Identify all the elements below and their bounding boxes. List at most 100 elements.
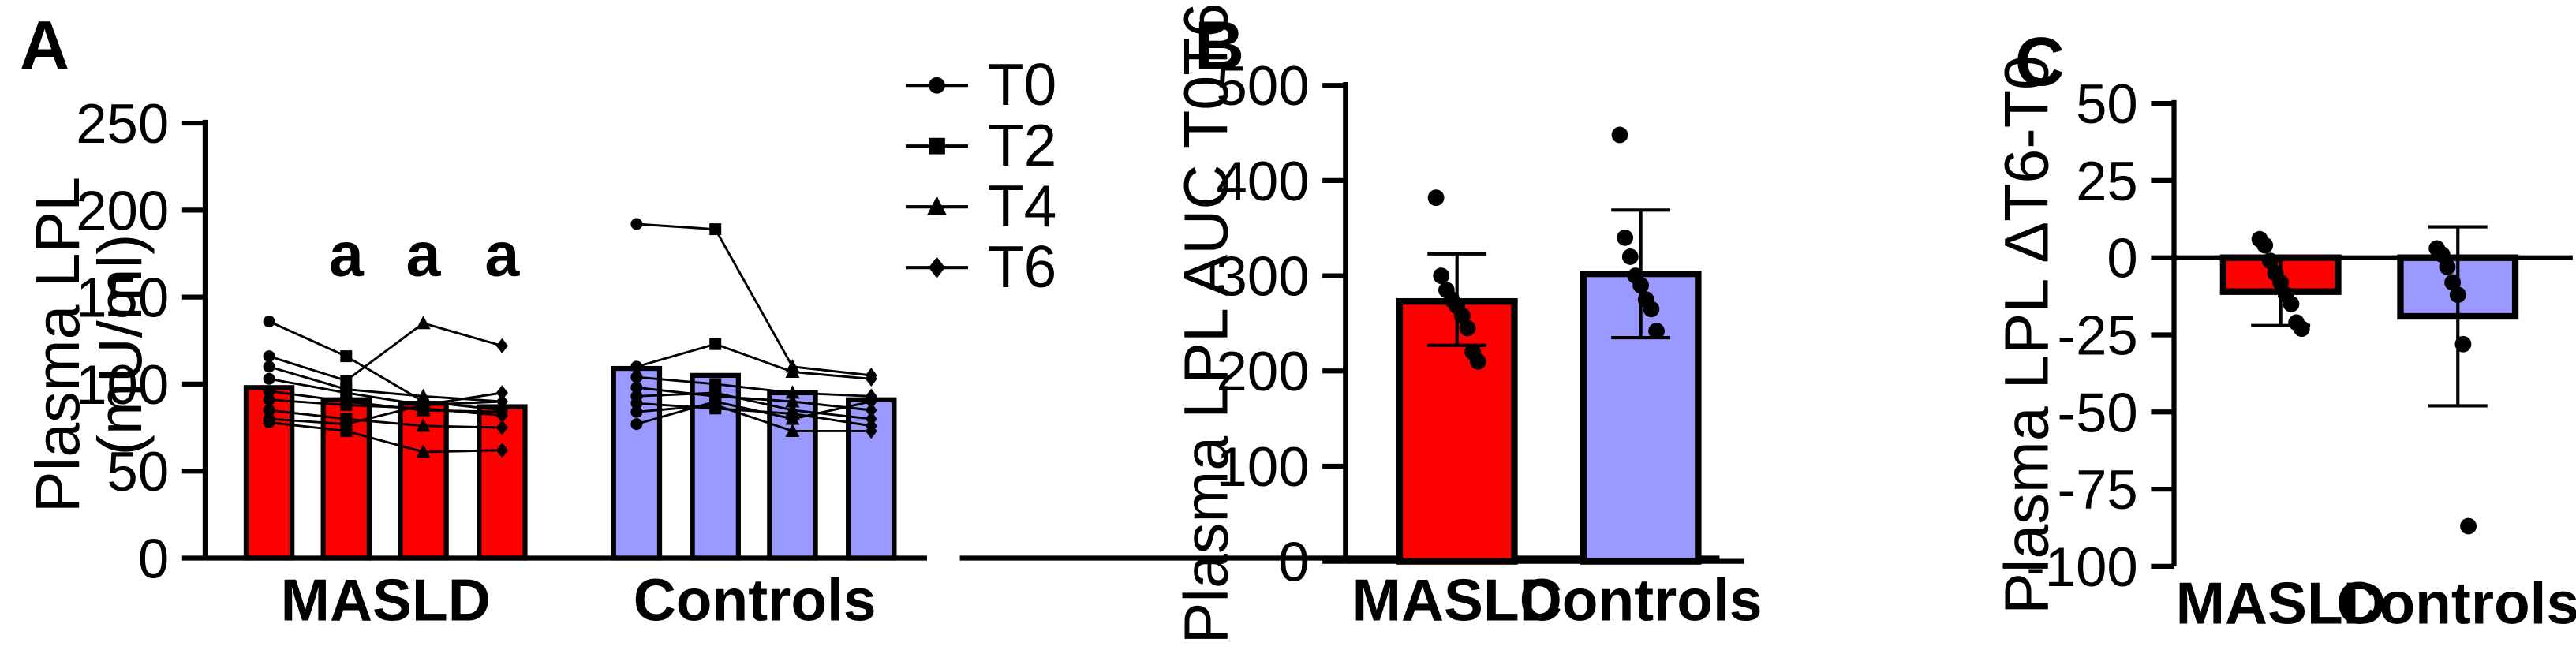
- subject-line-controls: [636, 400, 872, 426]
- data-point-controls: [1632, 277, 1650, 294]
- legend-label: T2: [988, 112, 1056, 178]
- subject-point-masld: [340, 350, 353, 363]
- subject-point-controls: [709, 395, 722, 408]
- x-label-masld: MASLD: [1352, 567, 1562, 633]
- significance-label: a: [484, 219, 520, 290]
- x-label-controls: Controls: [2336, 570, 2576, 637]
- subject-point-controls: [630, 418, 643, 431]
- y-tick-label: 400: [1217, 150, 1310, 212]
- panel-letter: C: [2015, 23, 2065, 100]
- subject-point-masld: [263, 350, 275, 363]
- y-tick-label: 0: [1278, 531, 1309, 593]
- y-tick-label: 250: [76, 92, 169, 155]
- legend-marker-triangle: [926, 196, 947, 215]
- subject-point-masld: [495, 385, 508, 401]
- subject-point-masld: [495, 394, 508, 409]
- subject-point-masld: [263, 316, 275, 327]
- subject-point-controls: [630, 397, 643, 409]
- bar-masld-t2: [320, 397, 372, 561]
- data-point-controls: [1611, 126, 1628, 144]
- subject-point-masld: [263, 372, 275, 385]
- subject-point-masld: [416, 444, 431, 458]
- subject-point-masld: [263, 404, 275, 417]
- subject-point-controls: [865, 371, 877, 387]
- data-point-controls: [1621, 248, 1639, 265]
- subject-point-controls: [630, 405, 643, 418]
- y-tick-label: 500: [1217, 54, 1310, 117]
- x-label-controls: Controls: [634, 567, 877, 633]
- data-point-controls: [1617, 229, 1634, 246]
- subject-point-controls: [785, 364, 800, 378]
- subject-line-masld: [268, 400, 503, 426]
- subject-line-controls: [636, 375, 872, 398]
- y-tick-label: 100: [1217, 435, 1310, 498]
- subject-point-masld: [263, 394, 275, 406]
- subject-line-controls: [636, 403, 872, 432]
- y-axis-title-line2: (mU/ml): [84, 233, 155, 455]
- x-label-masld: MASLD: [2176, 570, 2386, 637]
- subject-point-masld: [340, 424, 353, 437]
- subject-line-controls: [636, 386, 872, 412]
- y-tick-label: 0: [138, 527, 169, 589]
- subject-point-masld: [495, 407, 508, 424]
- subject-point-controls: [785, 423, 800, 437]
- y-tick-label: 200: [76, 179, 169, 241]
- data-point-controls: [1643, 301, 1660, 318]
- subject-point-controls: [709, 338, 722, 350]
- data-point-masld: [2293, 320, 2310, 338]
- data-point-controls: [2449, 286, 2466, 304]
- legend-marker-circle: [929, 77, 945, 94]
- subject-line-controls: [636, 222, 872, 377]
- subject-line-masld: [268, 322, 503, 383]
- data-point-masld: [1459, 319, 1476, 337]
- bar-masld-t6: [477, 404, 528, 561]
- y-tick-label: 200: [1217, 340, 1310, 402]
- subject-point-masld: [416, 315, 431, 330]
- y-tick-label: -75: [2058, 458, 2138, 521]
- subject-point-controls: [630, 371, 643, 383]
- data-point-controls: [2439, 259, 2456, 275]
- y-axis-title: Plasma LPL ΔT6-T0: [1991, 55, 2061, 615]
- y-tick-label: 300: [1217, 245, 1310, 308]
- subject-point-controls: [865, 423, 877, 439]
- y-tick-label: -25: [2058, 304, 2138, 366]
- data-point-controls: [1648, 323, 1665, 339]
- subject-point-controls: [709, 223, 722, 236]
- subject-line-masld: [268, 320, 503, 412]
- subject-line-masld: [268, 420, 503, 454]
- subject-point-masld: [495, 338, 508, 354]
- subject-point-masld: [263, 416, 275, 428]
- subject-point-controls: [630, 360, 643, 373]
- data-point-masld: [1433, 267, 1450, 284]
- legend-label: T0: [988, 51, 1056, 118]
- y-axis-title-line1: Plasma LPL: [22, 177, 92, 513]
- subject-point-controls: [785, 411, 800, 425]
- subject-point-controls: [630, 218, 643, 230]
- data-point-controls: [2454, 335, 2472, 353]
- subject-point-masld: [416, 418, 431, 432]
- subject-line-controls: [636, 342, 872, 380]
- subject-point-masld: [495, 420, 508, 435]
- subject-point-masld: [340, 398, 353, 411]
- y-tick-label: 150: [76, 267, 169, 329]
- data-point-masld: [1469, 353, 1486, 370]
- y-tick-label: 50: [2076, 73, 2138, 135]
- y-tick-label: 100: [76, 353, 169, 416]
- subject-point-masld: [263, 360, 275, 373]
- significance-label: a: [406, 219, 442, 290]
- subject-line-controls: [636, 391, 872, 420]
- legend-marker-diamond: [929, 256, 945, 278]
- subject-point-controls: [785, 394, 800, 408]
- panel-letter: A: [20, 6, 69, 84]
- x-label-masld: MASLD: [281, 567, 491, 633]
- data-point-masld: [2256, 237, 2274, 254]
- subject-point-controls: [785, 385, 800, 399]
- y-tick-label: 50: [107, 440, 170, 502]
- subject-point-masld: [263, 385, 275, 398]
- significance-label: a: [329, 219, 365, 290]
- y-tick-label: 0: [2107, 227, 2137, 290]
